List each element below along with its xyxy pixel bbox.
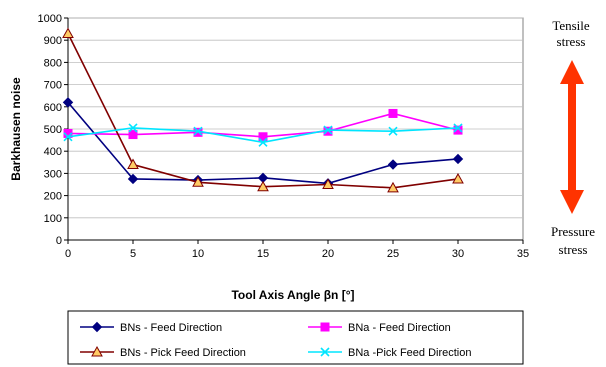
x-axis-ticks: 0 5 10 15 20 25 30 35 <box>65 239 529 260</box>
y-tick-label: 300 <box>44 168 62 180</box>
legend-marker-0 <box>91 321 103 333</box>
x-tick-label: 15 <box>257 248 269 260</box>
data-point-s3-3 <box>258 137 268 147</box>
double-arrow-icon <box>560 60 584 214</box>
y-tick-label: 1000 <box>38 13 62 25</box>
legend-item-2: BNs - Pick Feed Direction <box>80 345 246 359</box>
data-point-s2-2 <box>192 176 204 187</box>
data-point-s0-1 <box>127 173 139 185</box>
legend-box <box>67 310 524 365</box>
data-point-s1-3 <box>258 132 268 142</box>
data-point-s3-4 <box>323 125 333 135</box>
data-point-s2-0 <box>62 27 74 39</box>
legend-label-0: BNs - Feed Direction <box>120 322 222 334</box>
y-tick-label: 900 <box>44 35 62 47</box>
tensile-label-line1: Tensile <box>552 18 590 33</box>
y-tick-label: 800 <box>44 57 62 69</box>
x-tick-label: 10 <box>192 248 204 260</box>
y-tick-label: 100 <box>44 213 62 225</box>
data-point-s2-3 <box>257 180 269 192</box>
data-point-s0-0 <box>62 97 74 108</box>
legend-marker-1 <box>320 322 330 332</box>
y-axis-title: Barkhausen noise <box>9 77 23 181</box>
data-point-s3-1 <box>128 123 138 133</box>
legend-item-3: BNa -Pick Feed Direction <box>308 347 472 359</box>
data-point-s1-5 <box>388 108 398 118</box>
y-tick-label: 700 <box>44 80 62 92</box>
y-tick-label: 0 <box>56 235 62 247</box>
data-point-s2-6 <box>452 172 464 184</box>
y-axis-ticks: 0 100 200 300 400 500 600 700 800 900 1000 <box>38 13 69 247</box>
legend-item-1: BNa - Feed Direction <box>308 322 451 334</box>
legend: BNs - Feed Direction BNa - Feed Direction… <box>80 321 472 359</box>
data-point-s0-5 <box>387 159 399 170</box>
x-tick-label: 0 <box>65 248 71 260</box>
legend-label-2: BNs - Pick Feed Direction <box>120 347 246 359</box>
x-tick-label: 5 <box>130 248 136 260</box>
data-point-s0-6 <box>452 153 464 165</box>
data-point-s3-6 <box>453 123 463 133</box>
legend-label-3: BNa -Pick Feed Direction <box>348 347 472 359</box>
x-tick-label: 30 <box>452 248 464 260</box>
y-tick-label: 400 <box>44 146 62 158</box>
pressure-label-line2: stress <box>559 242 588 257</box>
data-point-s1-1 <box>128 130 138 140</box>
y-tick-label: 500 <box>44 124 62 136</box>
data-point-s3-0 <box>63 132 73 142</box>
data-point-s3-5 <box>388 126 398 136</box>
y-tick-label: 600 <box>44 102 62 114</box>
x-tick-label: 35 <box>517 248 529 260</box>
y-tick-label: 200 <box>44 191 62 203</box>
data-point-s2-4 <box>322 178 334 189</box>
x-tick-label: 25 <box>387 248 399 260</box>
data-point-s2-1 <box>127 158 139 170</box>
legend-label-1: BNa - Feed Direction <box>348 322 451 334</box>
legend-marker-2 <box>91 345 103 357</box>
tensile-label-line2: stress <box>557 34 586 49</box>
legend-marker-3 <box>320 347 330 357</box>
data-point-s1-6 <box>453 125 463 135</box>
x-tick-label: 20 <box>322 248 334 260</box>
data-point-s3-2 <box>193 126 203 136</box>
legend-item-0: BNs - Feed Direction <box>80 321 222 334</box>
data-point-s2-5 <box>387 181 399 193</box>
pressure-label-line1: Pressure <box>551 224 595 239</box>
x-axis-title: Tool Axis Angle βn [°] <box>231 288 354 302</box>
series-lines <box>62 27 464 193</box>
